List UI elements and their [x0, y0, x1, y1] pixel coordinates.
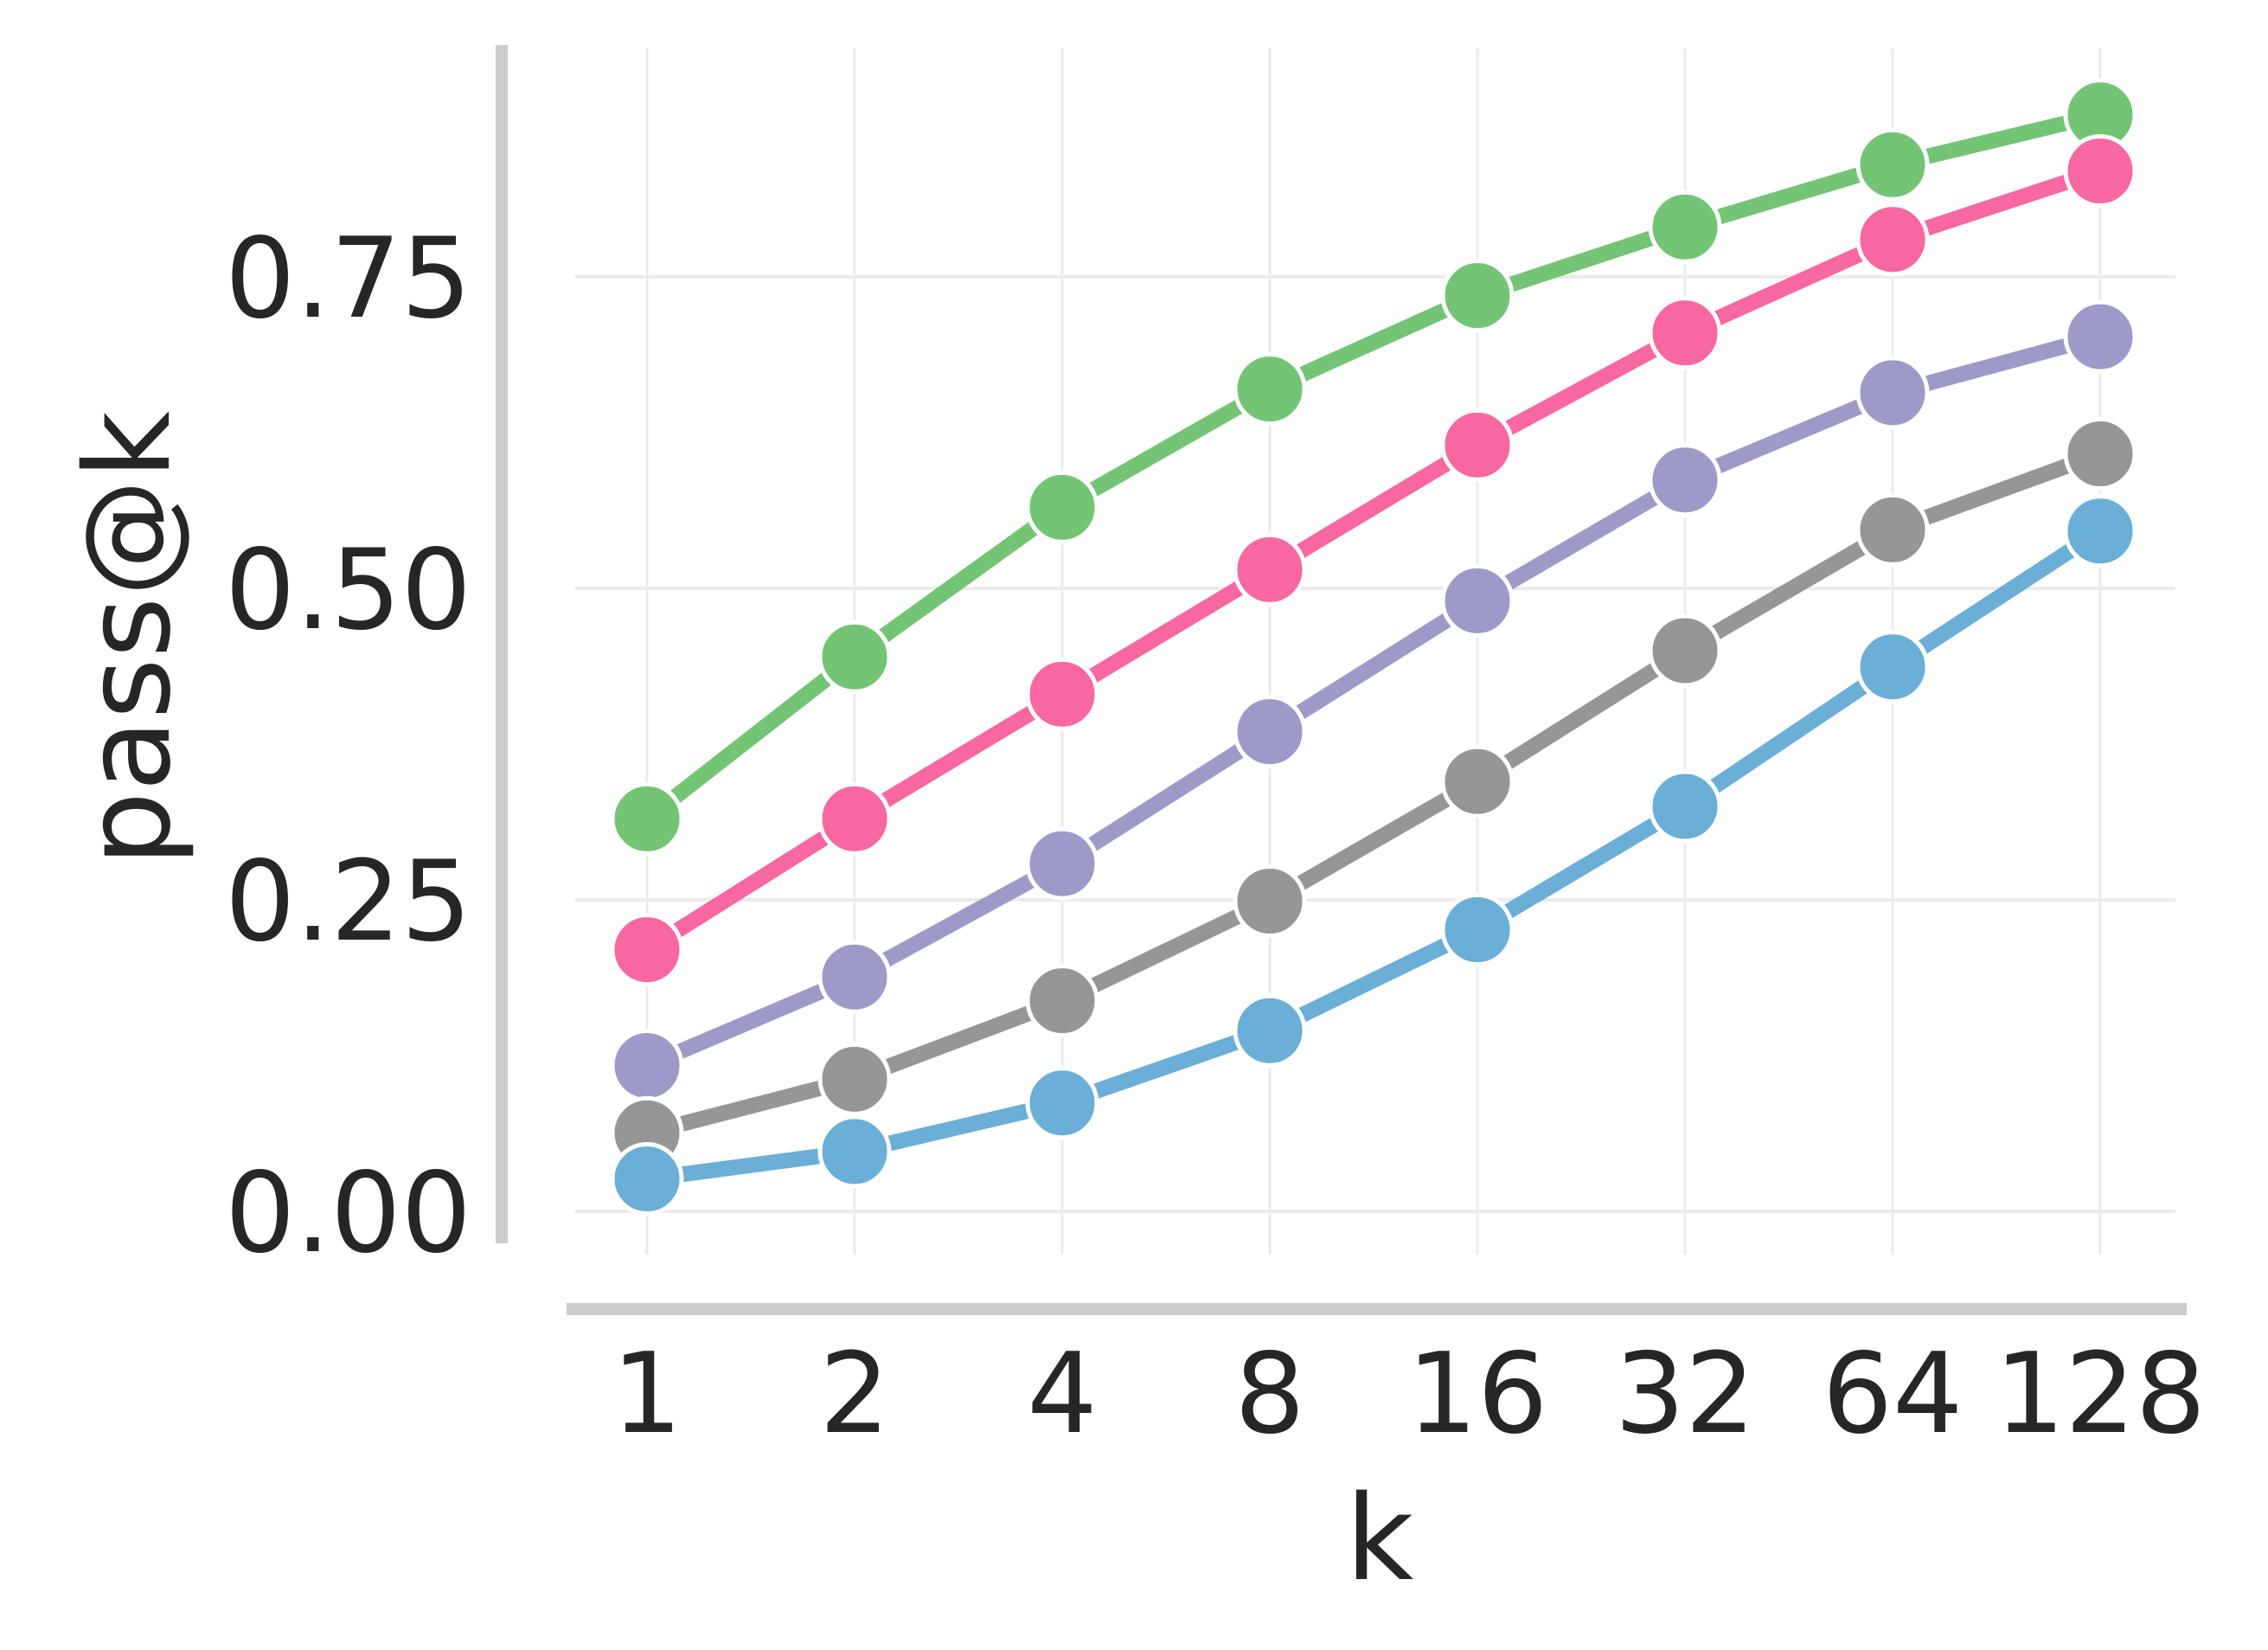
data-point [2063, 416, 2137, 491]
series-1 [610, 78, 2137, 856]
series-5 [610, 494, 2137, 1217]
y-tick-label: 0.25 [225, 838, 471, 966]
data-point [817, 781, 892, 856]
data-point [1025, 964, 1099, 1038]
x-tick-label: 32 [1615, 1330, 1756, 1459]
data-point [610, 1142, 684, 1217]
data-point [817, 620, 892, 694]
data-point [1648, 769, 1722, 844]
data-point [610, 913, 684, 987]
data-point [1233, 352, 1307, 427]
x-tick-label: 2 [819, 1330, 889, 1459]
x-tick-label: 1 [612, 1330, 682, 1459]
y-tick-label: 0.00 [225, 1149, 471, 1278]
series-2 [610, 134, 2137, 987]
y-tick-labels: 0.00 0.25 0.50 0.75 [225, 215, 471, 1278]
x-tick-label: 128 [1995, 1330, 2206, 1459]
data-point [817, 1042, 892, 1116]
data-point [1855, 492, 1930, 567]
data-point [2063, 494, 2137, 568]
x-tick-label: 8 [1234, 1330, 1304, 1459]
x-tick-labels: 1 2 4 8 16 32 64 128 [612, 1330, 2206, 1459]
data-point [1025, 470, 1099, 544]
data-point [1855, 127, 1930, 202]
data-point [1855, 356, 1930, 430]
y-axis-title: pass@k [61, 411, 197, 866]
data-point [2063, 299, 2137, 374]
data-point [1233, 864, 1307, 938]
data-point [817, 1114, 892, 1189]
series-line [639, 329, 2108, 1074]
series-line [639, 446, 2108, 1141]
x-tick-label: 64 [1823, 1330, 1964, 1459]
data-point [2063, 134, 2137, 209]
data-point [1025, 657, 1099, 731]
x-axis-title: k [1346, 1471, 1414, 1608]
data-point [610, 781, 684, 856]
series [610, 78, 2137, 1217]
data-point [1025, 826, 1099, 901]
data-point [1855, 202, 1930, 277]
y-tick-label: 0.75 [225, 215, 471, 343]
data-point [1440, 259, 1515, 333]
x-tick-label: 16 [1407, 1330, 1548, 1459]
data-point [1440, 744, 1515, 819]
data-point [817, 940, 892, 1014]
data-point [1648, 613, 1722, 688]
data-point [1440, 893, 1515, 967]
data-point [1648, 443, 1722, 517]
data-point [610, 1029, 684, 1103]
data-point [1440, 563, 1515, 638]
data-point [1233, 695, 1307, 769]
data-point [1233, 993, 1307, 1068]
data-point [1855, 630, 1930, 704]
data-point [1025, 1066, 1099, 1140]
data-point [1233, 532, 1307, 607]
axes [496, 45, 2187, 1315]
data-point [1648, 296, 1722, 370]
x-tick-label: 4 [1027, 1330, 1097, 1459]
data-point [1440, 408, 1515, 482]
data-point [1648, 189, 1722, 264]
series-line [639, 163, 2108, 958]
y-tick-label: 0.50 [225, 526, 471, 655]
